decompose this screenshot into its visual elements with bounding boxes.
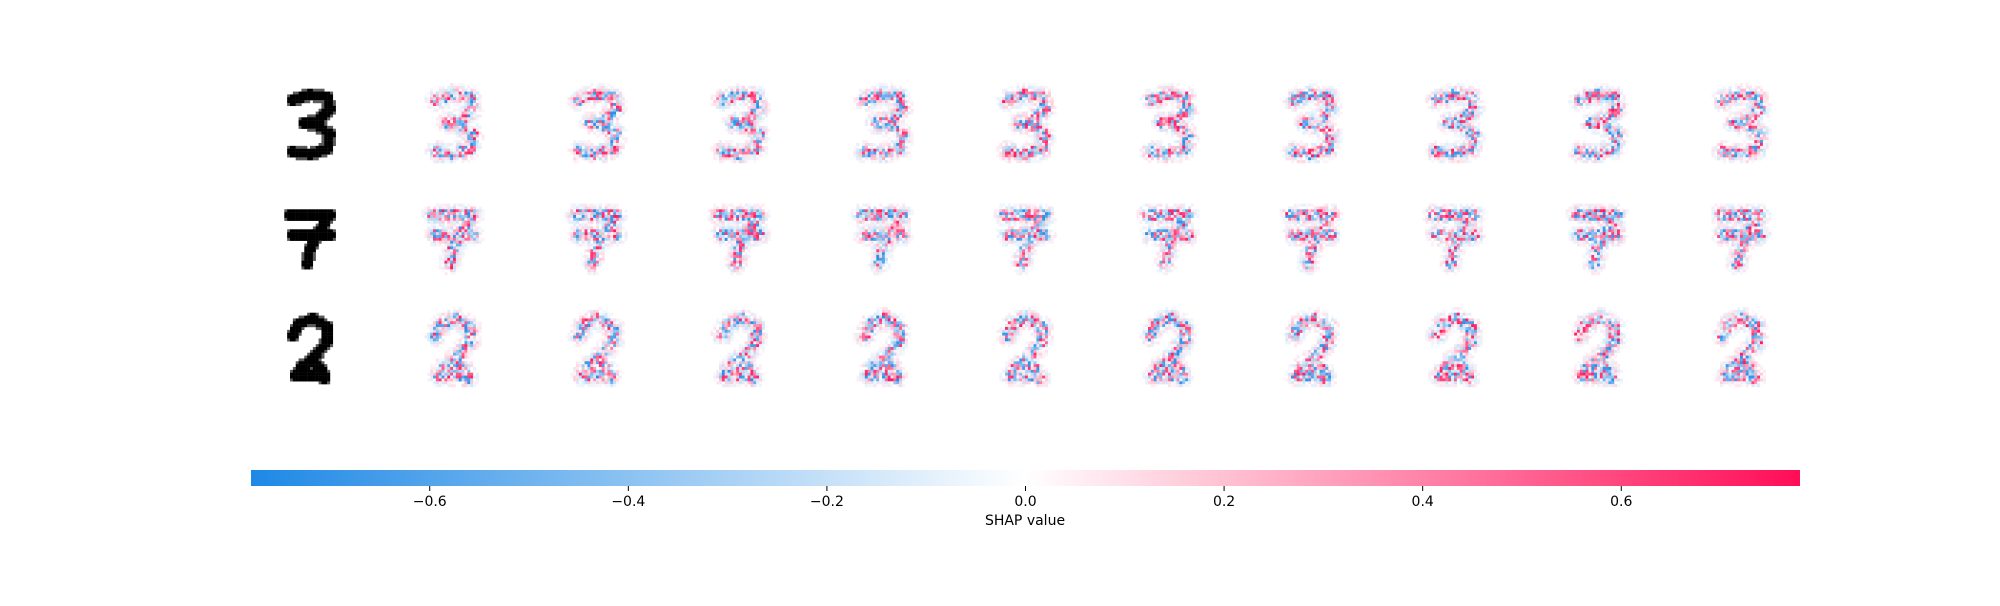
shap-map-row1-col5 [996, 83, 1057, 164]
shap-map-row2-col5 [993, 203, 1057, 276]
shap-map-row1-col1 [424, 83, 485, 164]
shap-map-row1-col2 [567, 83, 628, 164]
shap-map-row1-col8 [1425, 83, 1486, 164]
colorbar-tick-label: 0.2 [1213, 494, 1235, 510]
shap-map-row2-col10 [1711, 203, 1772, 276]
input-digit-2 [287, 312, 334, 385]
shap-map-row2-col3 [707, 203, 771, 276]
shap-map-row2-col9 [1565, 203, 1629, 276]
shap-map-row3-col5 [996, 307, 1054, 388]
shap-map-row3-col4 [853, 307, 911, 388]
shap-map-row2-col1 [421, 203, 485, 276]
colorbar-tick-label: −0.2 [810, 494, 844, 510]
colorbar-ticks: −0.6 −0.4 −0.2 0.0 0.2 0.4 0.6 [413, 486, 1632, 510]
shap-map-row2-col7 [1279, 203, 1343, 276]
shap-map-row1-col4 [853, 83, 914, 164]
shap-map-row3-col3 [710, 307, 768, 388]
shap-map-row3-col6 [1139, 307, 1197, 388]
shap-map-row3-col8 [1425, 307, 1483, 388]
shap-map-row2-col4 [850, 203, 914, 276]
colorbar-tick-label: 0.0 [1014, 494, 1036, 510]
input-digit-7 [284, 209, 336, 270]
shap-map-row2-col8 [1422, 203, 1486, 276]
shap-map-row3-col7 [1282, 307, 1340, 388]
shap-map-row3-col1 [424, 307, 482, 388]
shap-map-row1-col9 [1568, 83, 1629, 164]
shap-map-row3-col9 [1571, 307, 1626, 388]
input-digit-3 [287, 88, 336, 161]
shap-map-row1-col10 [1711, 83, 1772, 164]
shap-map-row2-col6 [1136, 203, 1200, 276]
shap-map-row3-col2 [567, 307, 625, 388]
shap-map-row1-col3 [710, 83, 771, 164]
shap-map-row1-col7 [1282, 83, 1343, 164]
colorbar-tick-label: 0.6 [1610, 494, 1632, 510]
colorbar-label: SHAP value [985, 513, 1065, 529]
shap-map-row1-col6 [1139, 83, 1200, 164]
shap-map-row3-col10 [1711, 307, 1769, 388]
colorbar-gradient [251, 470, 1800, 486]
image-panels [284, 83, 1772, 388]
shap-map-row2-col2 [564, 203, 628, 276]
colorbar-tick-label: −0.6 [413, 494, 447, 510]
colorbar-tick-label: −0.4 [611, 494, 645, 510]
colorbar-tick-label: 0.4 [1412, 494, 1434, 510]
colorbar: −0.6 −0.4 −0.2 0.0 0.2 0.4 0.6 SHAP value [251, 470, 1800, 529]
